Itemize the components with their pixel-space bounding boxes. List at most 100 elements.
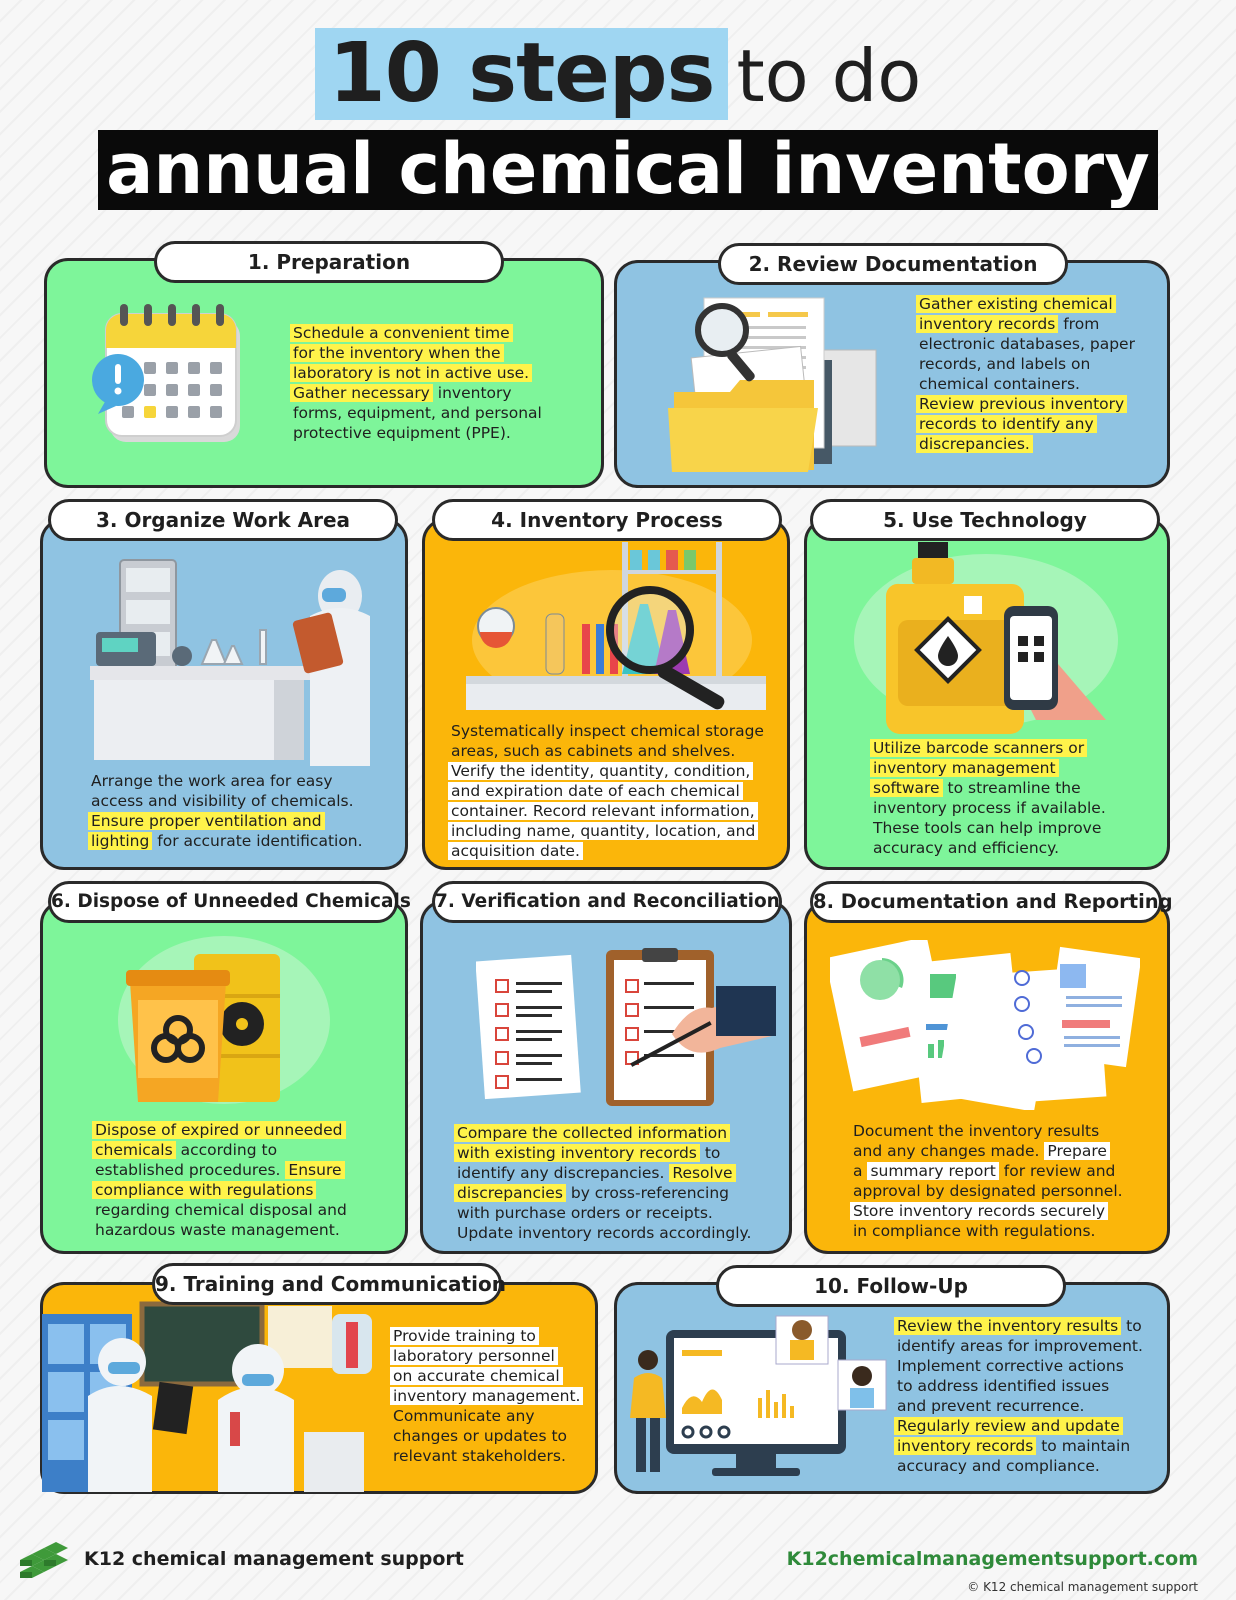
- step-10-line: identify areas for improvement.: [897, 1337, 1143, 1355]
- step-2-text: Gather existing chemical inventory recor…: [916, 294, 1138, 454]
- footer-copyright: © K12 chemical management support: [967, 1580, 1198, 1594]
- step-5-text: Utilize barcode scanners or inventory ma…: [870, 738, 1109, 858]
- step-5-line: inventory management: [870, 759, 1059, 777]
- step-8-line: in compliance with regulations.: [853, 1222, 1096, 1240]
- step-9-line: on accurate chemical: [390, 1367, 563, 1385]
- step-3-line-tail: for accurate identification.: [152, 832, 363, 850]
- calendar-icon: [92, 304, 240, 442]
- step-10-line: inventory records: [894, 1437, 1037, 1455]
- step-1-line-tail: inventory: [432, 384, 512, 402]
- step-5-line: inventory process if available.: [873, 799, 1106, 817]
- step-6-line: Dispose of expired or unneeded: [92, 1121, 346, 1139]
- step-7-line: with existing inventory records: [454, 1144, 700, 1162]
- step-10-line: Review the inventory results: [894, 1317, 1122, 1335]
- step-6-label: 6. Dispose of Unneeded Chemicals: [48, 881, 411, 923]
- step-2-label: 2. Review Documentation: [718, 243, 1068, 285]
- step-10-line: to address identified issues: [897, 1377, 1110, 1395]
- page-title: 10 steps to do: [0, 28, 1236, 122]
- step-4-line: including name, quantity, location, and: [448, 822, 759, 840]
- step-7-line: Update inventory records accordingly.: [457, 1224, 752, 1242]
- step-9-line: laboratory personnel: [390, 1347, 558, 1365]
- chemical-jug-scanner-icon: [854, 542, 1118, 734]
- step-7-line-tail: Resolve: [669, 1164, 736, 1182]
- step-3-text: Arrange the work area for easy access an…: [88, 771, 363, 851]
- step-9-line: relevant stakeholders.: [393, 1447, 566, 1465]
- step-7-line: Compare the collected information: [454, 1124, 731, 1142]
- step-10-line: Regularly review and update: [894, 1417, 1123, 1435]
- step-1-line: laboratory is not in active use.: [290, 364, 533, 382]
- step-10-text: Review the inventory results to identify…: [894, 1316, 1146, 1476]
- step-7-line: identify any discrepancies.: [457, 1164, 670, 1182]
- step-6-line: regarding chemical disposal and: [95, 1201, 347, 1219]
- step-8-line: a: [853, 1162, 868, 1180]
- step-2-line: Review previous inventory: [916, 395, 1128, 413]
- folder-documents-icon: [668, 297, 877, 472]
- step-9-line: Provide training to: [390, 1327, 539, 1345]
- step-8-text: Document the inventory results and any c…: [850, 1121, 1126, 1241]
- lab-glassware-icon: [466, 542, 766, 710]
- footer-website-link[interactable]: K12chemicalmanagementsupport.com: [786, 1548, 1198, 1570]
- step-9-line: Communicate any: [393, 1407, 535, 1425]
- hazardous-waste-containers-icon: [118, 936, 330, 1104]
- step-4-line: and expiration date of each chemical: [448, 782, 743, 800]
- step-2-line: Gather existing chemical: [916, 295, 1116, 313]
- step-4-label: 4. Inventory Process: [432, 499, 782, 541]
- step-7-line: with purchase orders or receipts.: [457, 1204, 713, 1222]
- lab-workstation-icon: [90, 559, 370, 766]
- step-8-label: 8. Documentation and Reporting: [810, 881, 1173, 923]
- step-3-line: Arrange the work area for easy: [91, 772, 333, 790]
- step-8-line: and any changes made.: [853, 1142, 1045, 1160]
- step-6-line-tail: according to: [175, 1141, 278, 1159]
- step-3-line: lighting: [88, 832, 153, 850]
- step-4-text: Systematically inspect chemical storage …: [448, 721, 767, 861]
- step-6-line: hazardous waste management.: [95, 1221, 340, 1239]
- step-1-label: 1. Preparation: [154, 241, 504, 283]
- step-8-line: Document the inventory results: [853, 1122, 1100, 1140]
- step-6-line: chemicals: [92, 1141, 176, 1159]
- step-1-text: Schedule a convenient time for the inven…: [290, 323, 545, 443]
- step-7-label: 7. Verification and Reconciliation: [432, 881, 782, 923]
- step-9-text: Provide training to laboratory personnel…: [390, 1326, 584, 1466]
- company-logo: [20, 1542, 68, 1578]
- step-8-line: approval by designated personnel.: [853, 1182, 1123, 1200]
- step-1-line: Gather necessary: [290, 384, 433, 402]
- title-highlight: 10 steps: [314, 28, 729, 120]
- step-5-line: accuracy and efficiency.: [873, 839, 1060, 857]
- step-8-line-tail: for review and: [998, 1162, 1116, 1180]
- step-9-label: 9. Training and Communication: [152, 1263, 506, 1305]
- step-6-text: Dispose of expired or unneeded chemicals…: [92, 1120, 350, 1240]
- step-4-line: acquisition date.: [448, 842, 583, 860]
- step-5-line-tail: to streamline the: [942, 779, 1081, 797]
- step-3-line: Ensure proper ventilation and: [88, 812, 325, 830]
- step-9-line: inventory management.: [390, 1387, 584, 1405]
- step-2-line-tail: from: [1058, 315, 1100, 333]
- training-scientists-icon: [42, 1301, 372, 1492]
- step-2-line: records, and labels on: [919, 355, 1091, 373]
- step-3-line: access and visibility of chemicals.: [91, 792, 354, 810]
- step-1-line: for the inventory when the: [290, 344, 504, 362]
- checklist-clipboard-icon: [476, 948, 776, 1106]
- step-10-line: Implement corrective actions: [897, 1357, 1124, 1375]
- step-2-line: discrepancies.: [916, 435, 1033, 453]
- step-2-line: electronic databases, paper: [919, 335, 1135, 353]
- step-7-line: discrepancies: [454, 1184, 566, 1202]
- step-4-line: container. Record relevant information,: [448, 802, 758, 820]
- step-7-text: Compare the collected information with e…: [454, 1123, 754, 1243]
- step-10-line-tail: to maintain: [1036, 1437, 1131, 1455]
- step-1-line: protective equipment (PPE).: [293, 424, 511, 442]
- step-6-line-tail: Ensure: [285, 1161, 345, 1179]
- step-10-line: and prevent recurrence.: [897, 1397, 1085, 1415]
- dashboard-monitor-icon: [630, 1315, 887, 1476]
- step-5-label: 5. Use Technology: [810, 499, 1160, 541]
- step-7-line-tail: to: [699, 1144, 721, 1162]
- title-rest: to do: [736, 34, 922, 118]
- step-6-line: compliance with regulations: [92, 1181, 317, 1199]
- step-4-line: Verify the identity, quantity, condition…: [448, 762, 754, 780]
- step-4-line: Systematically inspect chemical storage: [451, 722, 764, 740]
- step-5-line: software: [870, 779, 943, 797]
- step-5-line: These tools can help improve: [873, 819, 1102, 837]
- step-8-line-tail: Prepare: [1044, 1142, 1110, 1160]
- reports-documents-icon: [830, 940, 1140, 1110]
- step-1-line: forms, equipment, and personal: [293, 404, 542, 422]
- step-10-label: 10. Follow-Up: [716, 1265, 1066, 1307]
